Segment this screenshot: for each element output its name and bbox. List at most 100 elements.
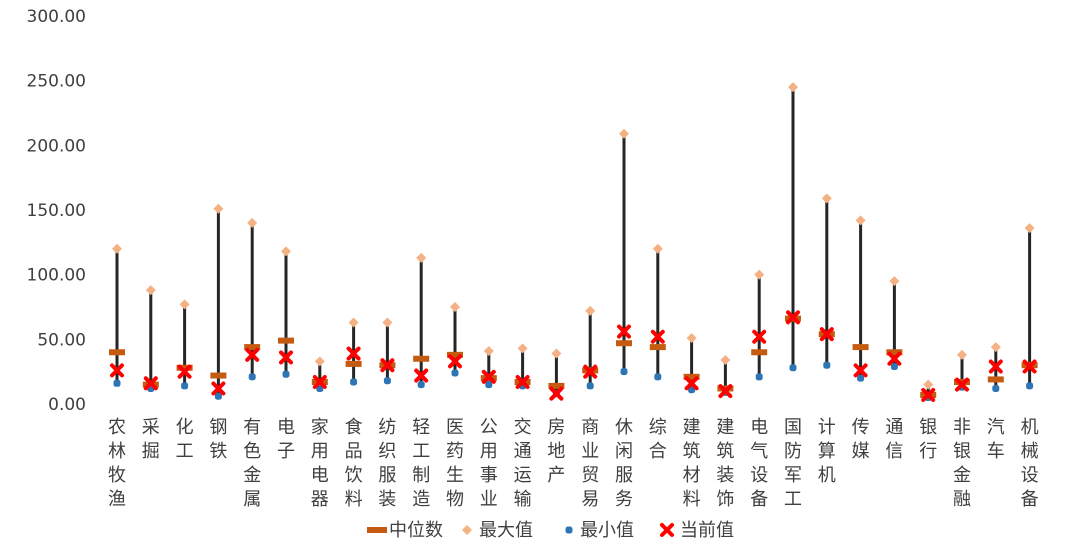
median-mark [886, 349, 903, 356]
median-mark [109, 349, 125, 356]
current-point [853, 363, 868, 378]
max-point [450, 302, 460, 312]
x-tick-label: 交通运输 [514, 417, 532, 510]
max-point [314, 356, 325, 367]
median-mark [244, 344, 261, 351]
max-point [382, 317, 393, 328]
x-tick-label: 通信 [885, 417, 903, 462]
x-stroke [617, 324, 631, 339]
max-point [788, 82, 798, 93]
max-point [720, 355, 731, 366]
min-point [654, 373, 662, 381]
x-tick-label: 建筑装饰 [716, 417, 734, 510]
max-point [585, 305, 596, 316]
x-tick-label: 电气设备 [750, 417, 768, 510]
median-mark [649, 344, 666, 351]
max-point [686, 333, 697, 344]
y-tick-label: 300.00 [27, 7, 86, 27]
x-tick-label: 纺织服装 [378, 417, 396, 510]
x-stroke [380, 358, 395, 373]
x-stroke [1022, 359, 1037, 374]
x-tick-label: 电子 [277, 417, 295, 462]
max-point [652, 243, 663, 254]
max-point [517, 343, 528, 354]
x-tick-label: 传媒 [852, 417, 870, 462]
x-stroke [211, 381, 226, 396]
x-tick-label: 公用事业 [480, 417, 498, 510]
x-tick-label: 农林牧渔 [108, 417, 126, 510]
x-tick-label: 医药生物 [446, 417, 464, 510]
median-mark [987, 376, 1004, 383]
median-mark [852, 344, 869, 351]
x-tick-label: 国防军工 [784, 417, 802, 510]
median-mark [413, 355, 430, 362]
max-point [281, 246, 291, 257]
min-point [823, 361, 831, 369]
min-point-legend-icon [565, 526, 573, 534]
x-tick-label: 银行 [919, 417, 937, 462]
current-point [786, 310, 800, 325]
current-point [380, 358, 395, 373]
min-point [1026, 382, 1034, 390]
min-point [620, 368, 628, 376]
max-point [213, 203, 224, 214]
x-stroke [346, 346, 361, 361]
x-stroke [786, 310, 800, 325]
max-point-legend-icon [462, 525, 472, 535]
legend-item: 当前值 [660, 520, 734, 541]
x-stroke [279, 350, 293, 365]
median-mark [683, 373, 700, 380]
x-tick-label: 房地产 [547, 417, 565, 486]
max-point [416, 252, 427, 263]
current-point [650, 329, 665, 344]
max-point [112, 243, 122, 254]
min-point [350, 378, 358, 386]
x-stroke [684, 376, 699, 391]
current-point [143, 376, 158, 391]
min-point [688, 386, 696, 394]
max-point [348, 317, 359, 328]
median-mark [176, 364, 193, 371]
min-point [890, 362, 898, 370]
x-tick-label: 采掘 [142, 417, 160, 462]
max-point [821, 193, 832, 204]
current-point [819, 327, 834, 342]
legend-label: 当前值 [680, 520, 734, 541]
median-mark [345, 360, 362, 367]
max-point [483, 345, 494, 356]
y-axis: 0.00 50.00 100.00 150.00 200.00 250.00 300.00 [27, 7, 86, 415]
current-point [752, 329, 767, 344]
legend: 中位数 最大值 最小值 当前值 [367, 520, 734, 541]
current-point [1022, 359, 1037, 374]
min-point [248, 373, 256, 381]
x-stroke [143, 376, 158, 391]
x-tick-label: 非银金融 [953, 417, 971, 510]
x-tick-label: 休闲服务 [615, 417, 633, 510]
legend-item: 最小值 [565, 520, 634, 541]
y-tick-label: 0.00 [48, 395, 86, 415]
x-tick-label: 有色金属 [243, 417, 261, 510]
current-point [718, 384, 733, 399]
min-point [214, 392, 222, 400]
current-point [515, 375, 530, 390]
y-tick-label: 150.00 [27, 201, 86, 221]
median-mark [210, 372, 227, 379]
x-stroke [515, 375, 530, 390]
x-tick-label: 轻工制造 [412, 417, 430, 510]
x-tick-label: 家用电器 [311, 417, 329, 510]
legend-label: 最小值 [580, 520, 634, 541]
x-stroke [245, 347, 260, 362]
min-point [451, 369, 459, 377]
legend-label: 最大值 [479, 520, 533, 541]
legend-item: 最大值 [462, 520, 533, 541]
min-point [586, 382, 594, 390]
x-stroke [177, 364, 192, 379]
current-point [110, 363, 124, 378]
min-point [857, 374, 865, 382]
x-tick-label: 钢铁 [209, 417, 227, 462]
min-point [282, 370, 290, 378]
median-mark [447, 351, 463, 358]
max-point [247, 217, 258, 228]
max-point [551, 348, 562, 359]
